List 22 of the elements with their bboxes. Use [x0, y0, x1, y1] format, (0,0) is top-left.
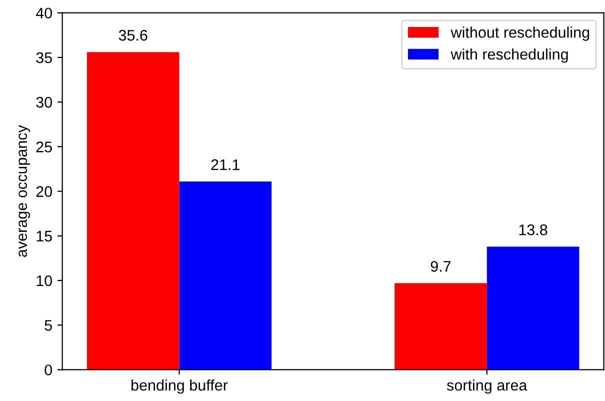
legend-label: without rescheduling [450, 26, 590, 41]
legend-label: with rescheduling [450, 48, 568, 63]
y-tick-label: 10 [36, 275, 52, 286]
data-label: 21.1 [211, 159, 240, 170]
x-tick-label: bending buffer [132, 379, 228, 394]
y-tick-label: 20 [36, 186, 52, 197]
y-tick-label: 40 [36, 8, 52, 19]
x-tick-label: sorting area [446, 379, 528, 394]
bar [86, 52, 180, 370]
data-label: 35.6 [118, 30, 148, 41]
y-tick-label: 25 [36, 142, 52, 152]
bar [394, 283, 487, 370]
y-tick-label: 5 [44, 320, 52, 331]
y-tick-label: 15 [36, 230, 52, 242]
y-tick-label: 0 [44, 364, 52, 376]
y-axis-title: average occupancy [18, 125, 30, 257]
data-label: 9.7 [430, 261, 451, 272]
y-tick-label: 35 [36, 52, 52, 64]
bar [179, 181, 272, 370]
data-label: 13.8 [519, 224, 548, 236]
y-tick-label: 30 [36, 96, 52, 108]
bar [486, 246, 580, 370]
